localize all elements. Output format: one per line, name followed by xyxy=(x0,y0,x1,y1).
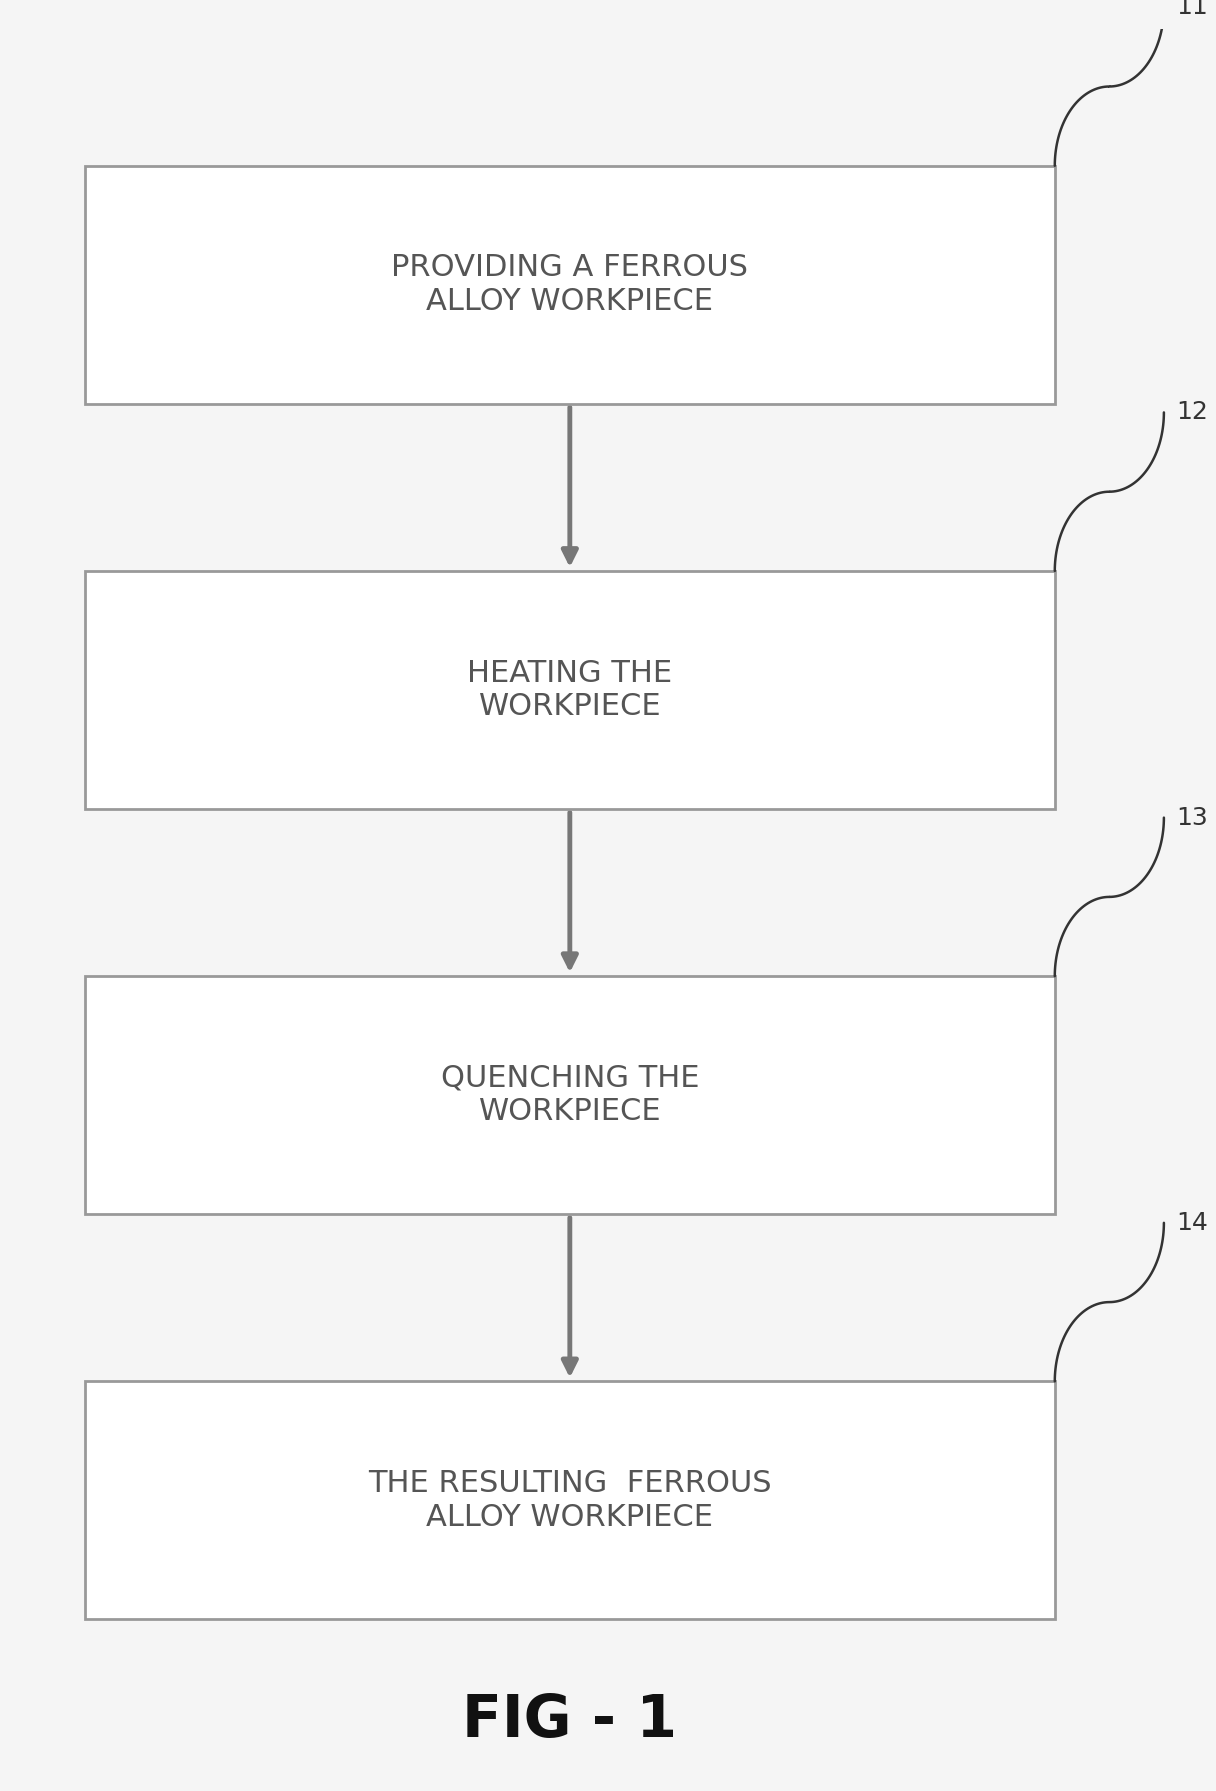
Text: 13: 13 xyxy=(1176,806,1207,829)
FancyBboxPatch shape xyxy=(85,976,1054,1214)
FancyBboxPatch shape xyxy=(85,1381,1054,1619)
Text: 12: 12 xyxy=(1176,401,1207,424)
Text: PROVIDING A FERROUS
ALLOY WORKPIECE: PROVIDING A FERROUS ALLOY WORKPIECE xyxy=(392,253,748,315)
Text: 11: 11 xyxy=(1176,0,1207,20)
FancyBboxPatch shape xyxy=(85,167,1054,403)
Text: THE RESULTING  FERROUS
ALLOY WORKPIECE: THE RESULTING FERROUS ALLOY WORKPIECE xyxy=(368,1469,772,1531)
Text: FIG - 1: FIG - 1 xyxy=(462,1692,677,1750)
Text: 14: 14 xyxy=(1176,1211,1207,1234)
Text: HEATING THE
WORKPIECE: HEATING THE WORKPIECE xyxy=(467,659,672,722)
Text: QUENCHING THE
WORKPIECE: QUENCHING THE WORKPIECE xyxy=(440,1064,699,1127)
FancyBboxPatch shape xyxy=(85,571,1054,810)
